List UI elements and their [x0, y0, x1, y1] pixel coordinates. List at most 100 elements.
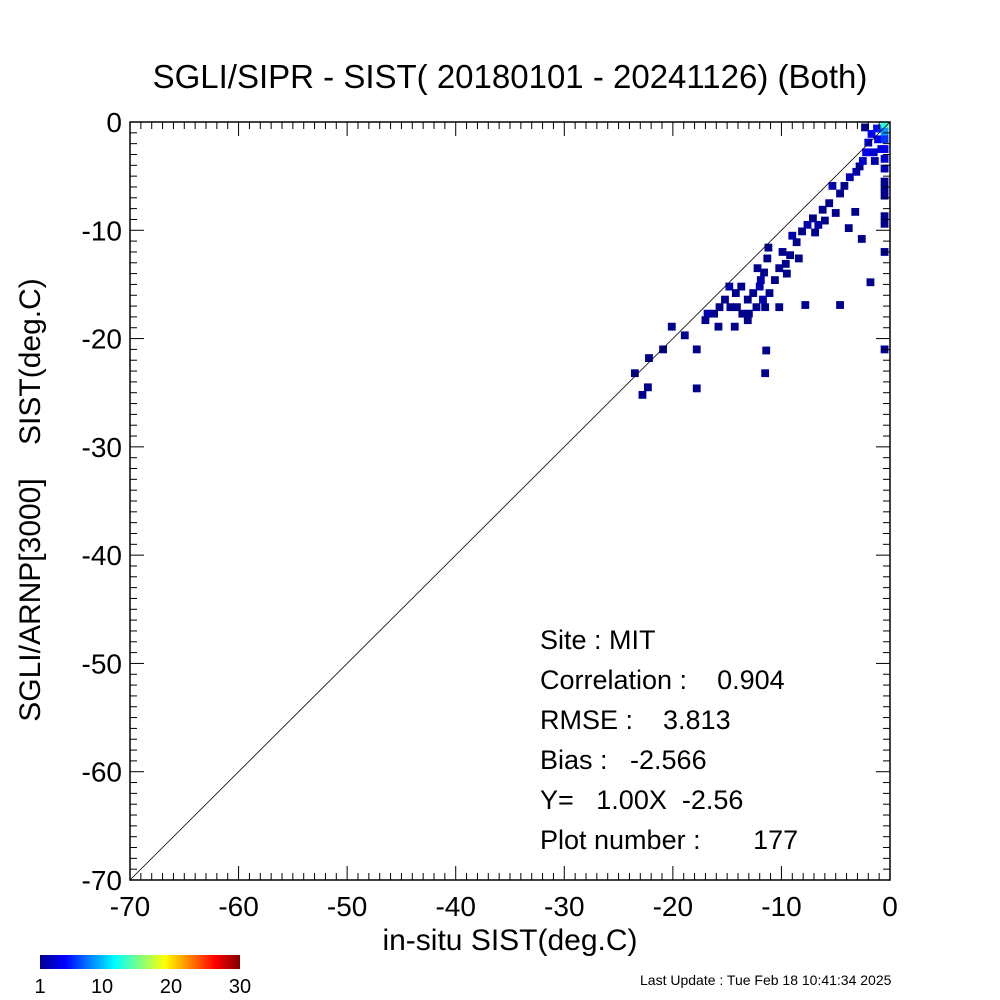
y-tick-label: -60: [82, 757, 122, 788]
heatmap-cell-20: [737, 282, 746, 291]
heatmap-cell-35: [763, 254, 772, 263]
heatmap-cell-89: [880, 219, 889, 228]
last-update-text: Last Update : Tue Feb 18 10:41:34 2025: [640, 972, 892, 988]
heatmap-cells: [630, 121, 889, 399]
colorbar-tick-label: 1: [34, 976, 45, 998]
y-tick-label: -40: [82, 540, 122, 571]
heatmap-cell-22: [743, 295, 752, 304]
heatmap-cell-23: [743, 316, 752, 325]
x-tick-label: -10: [761, 891, 801, 922]
heatmap-cell-11: [710, 309, 719, 318]
heatmap-cell-77: [874, 135, 882, 144]
axis-ticks: [129, 121, 891, 881]
heatmap-cell-54: [818, 205, 827, 214]
heatmap-cell-74: [869, 148, 878, 157]
heatmap-cell-37: [765, 289, 774, 297]
heatmap-cell-26: [752, 303, 761, 312]
y-tick-label: -30: [82, 432, 122, 463]
heatmap-cell-16: [726, 303, 735, 312]
x-tick-label: -70: [110, 891, 150, 922]
heatmap-cell-61: [840, 181, 849, 190]
heatmap-cell-0: [630, 369, 639, 378]
heatmap-cell-46: [792, 238, 801, 247]
heatmap-cell-38: [771, 276, 779, 285]
heatmap-cell-13: [715, 303, 724, 312]
heatmap-cell-63: [845, 173, 854, 182]
heatmap-cell-34: [762, 346, 771, 355]
y-axis-tick-labels: 0 -10 -20 -30 -40 -50 -60 -70: [82, 107, 122, 896]
heatmap-cell-33: [761, 369, 770, 378]
stat-site: Site : MIT: [540, 625, 656, 655]
y-tick-label: -70: [82, 865, 122, 896]
heatmap-cell-51: [809, 214, 817, 223]
heatmap-cell-19: [733, 303, 741, 312]
heatmap-cell-81: [880, 135, 889, 144]
heatmap-cell-56: [825, 199, 834, 208]
heatmap-cell-52: [811, 228, 819, 237]
heatmap-cell-10: [703, 309, 712, 318]
heatmap-cell-82: [880, 145, 889, 153]
heatmap-cell-73: [867, 130, 876, 138]
heatmap-cell-88: [880, 212, 889, 221]
heatmap-cell-40: [775, 303, 784, 312]
heatmap-cell-25: [749, 289, 758, 297]
y-tick-label: -20: [82, 324, 122, 355]
x-tick-label: -30: [544, 891, 584, 922]
heatmap-cell-70: [862, 148, 871, 157]
heatmap-cell-85: [880, 177, 889, 186]
heatmap-cell-57: [828, 181, 837, 190]
x-tick-label: -20: [653, 891, 693, 922]
colorbar: [40, 955, 240, 969]
x-axis-title: in-situ SIST(deg.C): [382, 924, 637, 957]
x-tick-label: -50: [327, 891, 367, 922]
heatmap-cell-55: [820, 216, 829, 225]
x-tick-label: -60: [218, 891, 258, 922]
heatmap-cell-2: [643, 383, 652, 392]
stat-bias: Bias : -2.566: [540, 745, 707, 775]
x-axis-tick-labels: -70 -60 -50 -40 -30 -20 -10 0: [110, 891, 898, 922]
heatmap-cell-31: [760, 268, 768, 277]
heatmap-cell-75: [870, 157, 879, 165]
heatmap-cell-15: [725, 282, 734, 291]
heatmap-cell-43: [782, 269, 791, 278]
heatmap-cell-80: [880, 127, 889, 136]
heatmap-cell-17: [730, 322, 739, 331]
stat-fit-equation: Y= 1.00X -2.56: [540, 785, 743, 815]
heatmap-cell-39: [775, 264, 784, 273]
y-tick-label: -10: [82, 215, 122, 246]
heatmap-cell-21: [738, 309, 747, 318]
heatmap-cell-41: [778, 248, 787, 256]
heatmap-cell-27: [753, 264, 762, 273]
stat-correlation: Correlation : 0.904: [540, 665, 785, 695]
heatmap-cell-28: [755, 282, 764, 291]
heatmap-cell-18: [731, 289, 740, 297]
heatmap-cell-44: [786, 251, 795, 260]
heatmap-cell-60: [836, 301, 844, 309]
heatmap-cell-14: [721, 295, 729, 304]
heatmap-cell-86: [880, 184, 889, 192]
heatmap-cell-48: [798, 227, 806, 236]
heatmap-cell-1: [638, 390, 647, 399]
heatmap-cell-62: [844, 224, 853, 233]
y-axis-title: SGLI/ARNP[3000] SIST(deg.C): [14, 278, 47, 722]
heatmap-cell-64: [851, 207, 860, 216]
stats-box: Site : MIT Correlation : 0.904 RMSE : 3.…: [540, 625, 798, 855]
heatmap-cell-3: [645, 354, 653, 362]
heatmap-cell-36: [764, 243, 773, 252]
heatmap-cell-76: [873, 124, 881, 133]
heatmap-cell-42: [781, 259, 790, 268]
heatmap-cell-8: [692, 345, 701, 354]
one-to-one-line: [129, 121, 891, 881]
y-tick-label: -50: [82, 648, 122, 679]
colorbar-tick-label: 10: [91, 976, 113, 998]
heatmap-cell-72: [866, 278, 875, 287]
stat-plot-number: Plot number : 177: [540, 825, 798, 855]
heatmap-cell-45: [788, 231, 797, 240]
heatmap-cell-59: [836, 189, 844, 198]
heatmap-cell-30: [759, 295, 767, 304]
heatmap-cell-79: [880, 121, 889, 130]
heatmap-cell-58: [831, 209, 840, 217]
heatmap-cell-32: [761, 303, 770, 312]
heatmap-cell-67: [857, 235, 866, 243]
